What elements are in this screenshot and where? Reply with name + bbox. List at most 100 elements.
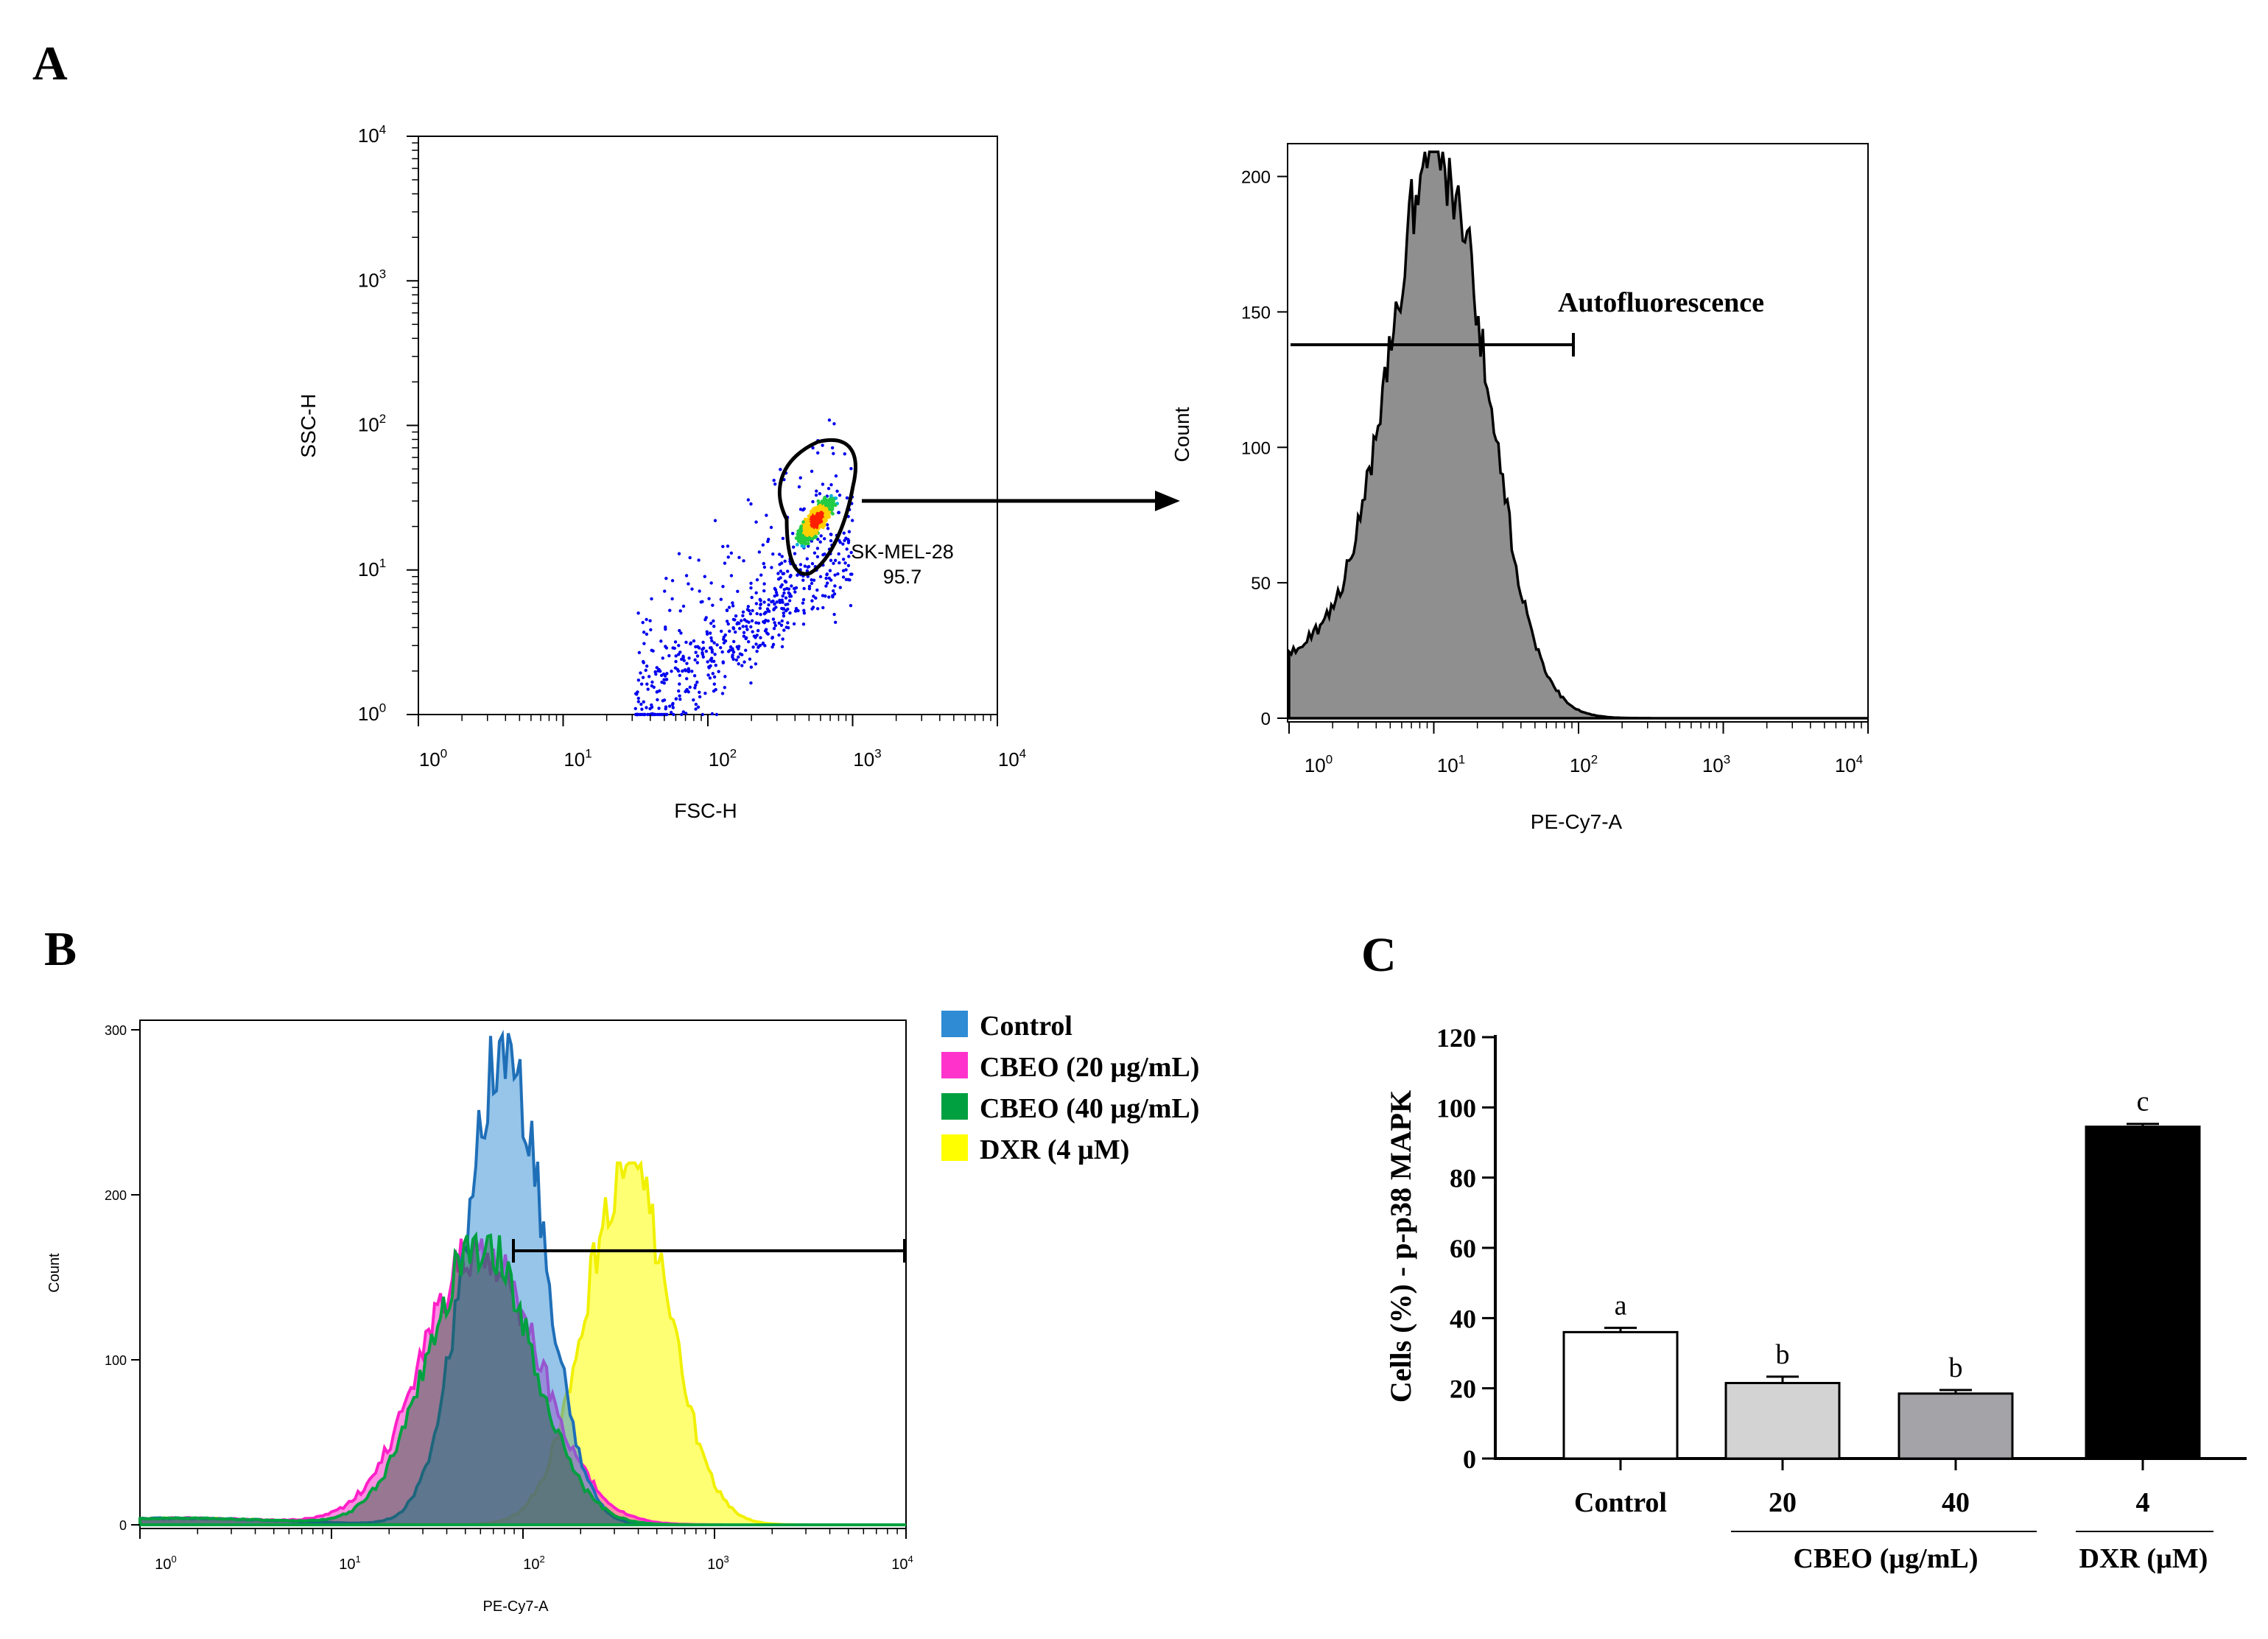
scatter-point xyxy=(782,614,786,618)
scatter-point xyxy=(776,577,781,581)
overlay-gate xyxy=(512,1239,906,1263)
significance-letter: b xyxy=(1776,1339,1790,1370)
scatter-point xyxy=(762,589,766,593)
scatter-point xyxy=(829,494,833,498)
scatter-point xyxy=(650,680,654,684)
scatter-y-tick-label: 104 xyxy=(358,122,386,147)
scatter-point xyxy=(755,649,759,653)
scatter-point xyxy=(810,561,815,566)
scatter-point xyxy=(843,561,847,565)
scatter-point xyxy=(790,584,793,588)
scatter-point xyxy=(775,600,779,604)
scatter-point xyxy=(744,636,748,641)
scatter-point xyxy=(678,673,682,678)
scatter-point xyxy=(693,686,697,689)
significance-letter: c xyxy=(2137,1087,2149,1117)
scatter-point xyxy=(783,579,787,583)
scatter-point xyxy=(824,500,828,505)
scatter-point xyxy=(736,589,740,594)
scatter-point xyxy=(784,603,787,606)
scatter-point xyxy=(692,639,696,643)
scatter-point xyxy=(846,564,851,567)
scatter-point xyxy=(815,547,820,550)
scatter-point xyxy=(694,683,698,687)
scatter-point xyxy=(838,494,842,497)
scatter-point xyxy=(758,643,762,647)
scatter-x-tick-label: 101 xyxy=(564,746,591,771)
scatter-point xyxy=(815,512,819,516)
scatter-point xyxy=(821,443,824,447)
scatter-point xyxy=(750,595,754,600)
scatter-point xyxy=(720,629,723,634)
scatter-point xyxy=(805,569,810,573)
scatter-point xyxy=(778,552,782,556)
scatter-point xyxy=(682,659,686,662)
scatter-point xyxy=(751,630,754,634)
autofluorescence-label: Autofluorescence xyxy=(1558,287,1764,318)
scatter-point xyxy=(829,533,833,536)
scatter-point xyxy=(669,710,673,715)
scatter-point xyxy=(810,599,814,603)
scatter-point xyxy=(667,653,671,658)
scatter-point xyxy=(741,614,745,618)
histogram-ticks: 100 101 102 103 104 0 50 100 150 200 xyxy=(1241,168,1869,776)
scatter-point xyxy=(726,555,730,559)
scatter-point xyxy=(827,515,831,519)
bar-y-tick-label: 100 xyxy=(1436,1093,1476,1123)
scatter-point xyxy=(826,486,831,491)
bar-20 xyxy=(1724,1382,1841,1460)
scatter-point xyxy=(706,673,710,677)
scatter-point xyxy=(843,452,846,456)
scatter-point xyxy=(646,712,650,717)
panel-b-overlay-histogram: 100 101 102 103 104 0 100 200 300 PE-Cy7-A Count… xyxy=(46,1011,1199,1615)
scatter-point xyxy=(786,607,790,611)
scatter-x-axis-label: FSC-H xyxy=(674,799,737,822)
scatter-point xyxy=(782,611,785,615)
scatter-point xyxy=(814,515,818,519)
scatter-point xyxy=(798,563,803,566)
scatter-point xyxy=(664,678,669,681)
scatter-point xyxy=(706,660,709,664)
scatter-point xyxy=(663,589,667,593)
scatter-point xyxy=(825,572,829,577)
scatter-point xyxy=(728,629,731,634)
scatter-point xyxy=(723,675,727,678)
scatter-point xyxy=(674,659,678,664)
scatter-x-tick-label: 103 xyxy=(853,746,881,771)
scatter-point xyxy=(749,581,753,586)
scatter-point xyxy=(677,644,681,647)
scatter-point xyxy=(782,628,786,632)
overlay-ticks: 100 101 102 103 104 0 100 200 300 xyxy=(105,1023,913,1573)
scatter-point xyxy=(780,555,784,558)
scatter-point xyxy=(670,597,674,601)
scatter-point xyxy=(670,579,675,583)
scatter-point xyxy=(765,513,768,517)
scatter-y-tick-label: 102 xyxy=(358,412,386,436)
overlay-x-tick-label: 102 xyxy=(523,1554,544,1573)
scatter-point xyxy=(645,617,648,622)
scatter-point xyxy=(749,625,753,629)
scatter-point xyxy=(670,670,673,673)
scatter-point xyxy=(642,631,646,634)
scatter-point xyxy=(738,627,742,631)
scatter-point xyxy=(767,603,770,607)
scatter-point xyxy=(705,632,709,636)
scatter-point xyxy=(748,657,752,661)
scatter-point xyxy=(738,652,742,656)
scatter-point xyxy=(801,597,806,602)
bar-y-axis-label: Cells (%) - p-p38 MAPK xyxy=(1384,1090,1417,1403)
scatter-point xyxy=(828,569,832,572)
scatter-point xyxy=(742,631,746,634)
scatter-point xyxy=(731,604,735,608)
scatter-point xyxy=(772,478,776,482)
scatter-point xyxy=(701,655,706,659)
scatter-point xyxy=(832,499,835,504)
scatter-point xyxy=(830,446,835,450)
scatter-point xyxy=(647,675,651,678)
scatter-point xyxy=(787,587,791,591)
scatter-point xyxy=(843,538,846,543)
scatter-point xyxy=(845,547,849,551)
scatter-point xyxy=(685,661,689,665)
scatter-point xyxy=(764,619,768,623)
scatter-point xyxy=(820,507,824,511)
